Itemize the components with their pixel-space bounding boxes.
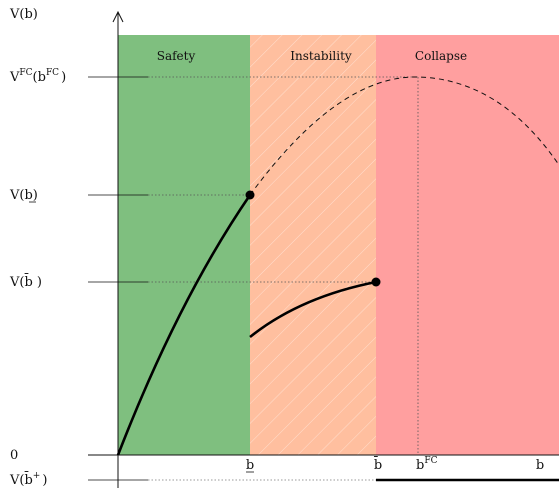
- label-b-under: b: [246, 458, 254, 473]
- instability-curve: [249, 280, 377, 339]
- point-b-under: [245, 190, 255, 200]
- label-b-bar: b̄: [373, 456, 382, 473]
- collapse-title: Collapse: [415, 49, 467, 63]
- safety-title: Safety: [157, 49, 196, 63]
- safety-region: [118, 35, 250, 455]
- label-zero: 0: [10, 448, 18, 463]
- label-bfc: bFC: [416, 456, 438, 473]
- safety-curve: [116, 194, 252, 456]
- first-best-dashed-curve: [249, 76, 559, 196]
- y-axis-arrow: [112, 10, 124, 23]
- y-axis-label: V(b): [9, 7, 38, 22]
- instability-title: Instability: [290, 49, 352, 63]
- label-vfc: VFC(bFC): [9, 68, 66, 85]
- collapse-region: [376, 35, 559, 455]
- point-b-bar: [371, 277, 381, 287]
- label-v-under: V(b): [9, 188, 38, 203]
- instability-hatch: [250, 35, 376, 455]
- label-b: b: [536, 458, 544, 473]
- label-v-barplus: V(b̄+): [9, 471, 47, 488]
- label-v-bar: V(b̄ ): [9, 273, 42, 290]
